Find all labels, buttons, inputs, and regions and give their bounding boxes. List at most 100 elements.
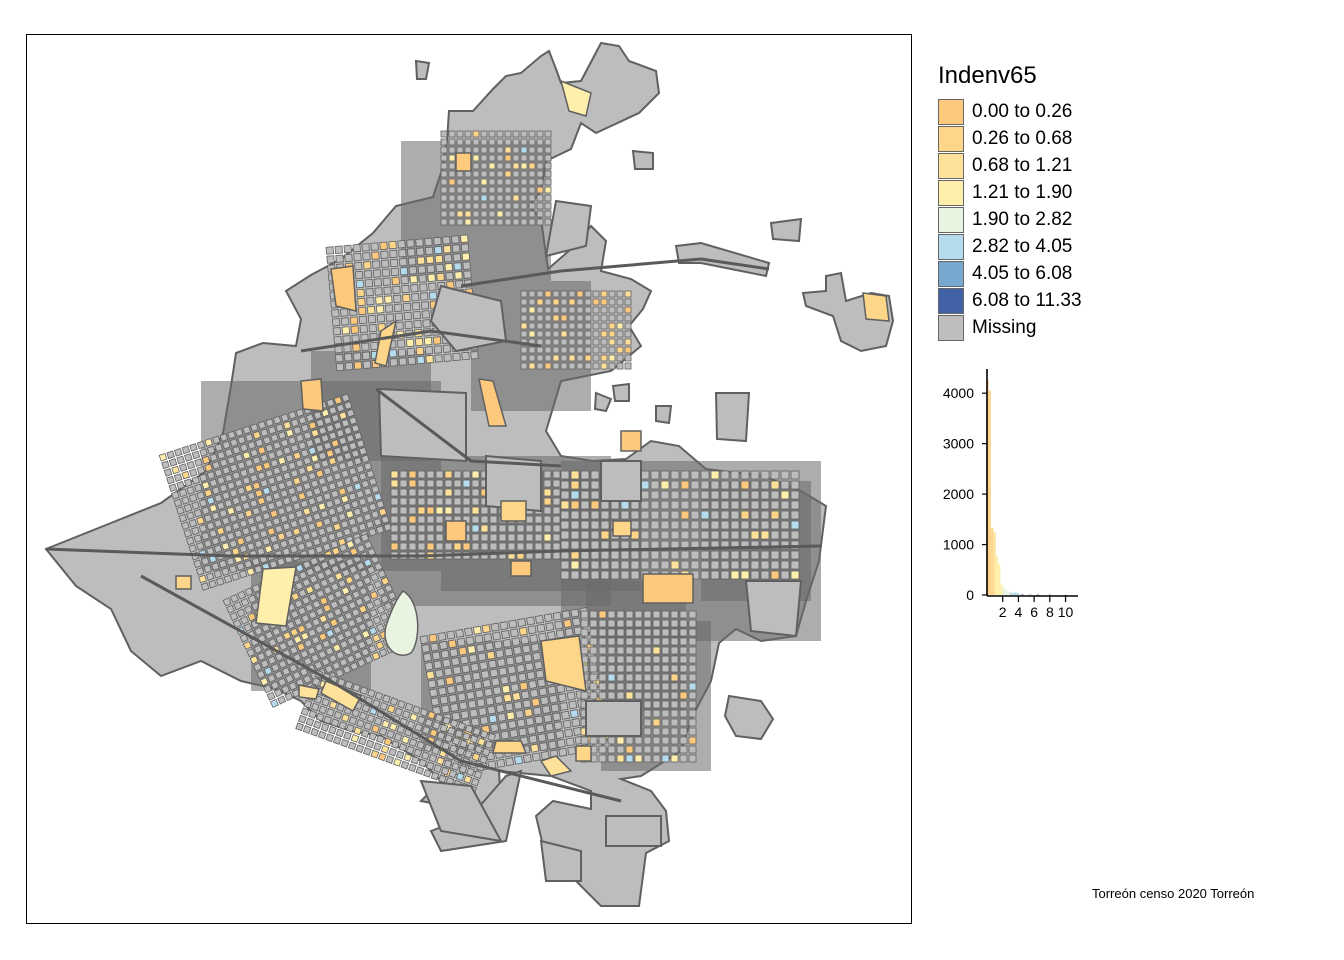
- census-block: [670, 560, 680, 570]
- census-block: [580, 530, 590, 540]
- census-block: [568, 362, 576, 370]
- census-block: [353, 482, 362, 491]
- census-block: [496, 186, 504, 194]
- census-block: [448, 146, 456, 154]
- census-block: [216, 501, 226, 511]
- histogram-bar: [1036, 594, 1040, 596]
- census-block: [520, 186, 528, 194]
- census-block: [445, 676, 455, 686]
- census-block: [790, 530, 800, 540]
- census-block: [335, 530, 344, 539]
- census-block: [310, 504, 319, 514]
- census-block: [528, 330, 536, 338]
- census-block: [363, 462, 373, 471]
- census-block: [576, 354, 584, 362]
- census-block: [504, 202, 512, 210]
- census-block: [333, 446, 342, 456]
- census-block: [392, 757, 402, 767]
- census-block: [373, 716, 383, 726]
- census-block: [411, 293, 420, 302]
- census-block: [334, 245, 344, 254]
- census-block: [331, 546, 341, 556]
- census-block: [292, 670, 302, 680]
- census-block: [507, 524, 516, 533]
- census-block: [326, 610, 336, 620]
- census-block: [560, 290, 568, 298]
- census-block: [198, 498, 208, 508]
- census-block: [433, 345, 443, 354]
- census-block: [590, 560, 600, 570]
- census-block: [430, 642, 440, 652]
- census-block: [580, 736, 589, 745]
- census-block: [361, 629, 371, 639]
- census-block: [275, 634, 285, 644]
- census-block: [211, 511, 221, 521]
- census-block: [630, 520, 640, 530]
- census-block: [464, 202, 472, 210]
- census-block: [361, 611, 371, 621]
- census-block: [361, 243, 370, 252]
- census-block: [790, 570, 800, 580]
- census-block: [370, 510, 380, 519]
- census-block: [448, 194, 456, 202]
- census-block: [580, 480, 590, 490]
- census-block: [679, 646, 688, 655]
- block-grid: [440, 130, 552, 226]
- census-block: [315, 469, 325, 478]
- census-block: [365, 520, 375, 529]
- census-block: [580, 619, 589, 628]
- census-block: [532, 651, 542, 661]
- census-block: [625, 637, 634, 646]
- census-block: [730, 480, 740, 490]
- census-block: [413, 748, 423, 758]
- census-block: [607, 646, 616, 655]
- census-block: [196, 541, 205, 551]
- census-tract: [585, 700, 642, 737]
- census-block: [480, 210, 488, 218]
- census-block: [512, 178, 520, 186]
- census-block: [528, 218, 536, 226]
- census-block: [206, 496, 216, 505]
- census-block: [488, 154, 496, 162]
- census-block: [509, 628, 519, 638]
- census-block: [462, 479, 471, 488]
- census-block: [544, 194, 552, 202]
- census-block: [464, 130, 472, 138]
- census-block: [267, 501, 276, 511]
- census-block: [598, 637, 607, 646]
- census-block: [307, 628, 317, 638]
- census-block: [564, 728, 574, 738]
- census-block: [293, 617, 303, 627]
- census-block: [560, 480, 570, 490]
- census-block: [268, 637, 278, 648]
- census-block: [730, 470, 740, 480]
- census-block: [584, 362, 592, 370]
- census-block: [183, 478, 193, 488]
- census-block: [435, 470, 444, 479]
- outlying-district: [655, 405, 673, 425]
- census-block: [367, 314, 377, 324]
- census-block: [384, 304, 394, 313]
- census-block: [254, 565, 263, 574]
- census-block: [457, 692, 467, 702]
- census-block: [326, 593, 336, 603]
- census-block: [552, 524, 561, 533]
- map-caption: Torreón censo 2020 Torreón: [1092, 886, 1255, 901]
- census-block: [349, 661, 359, 671]
- census-block: [232, 445, 241, 455]
- histogram-bar: [990, 527, 994, 595]
- census-block: [652, 682, 661, 691]
- census-block: [464, 138, 472, 146]
- census-block: [193, 534, 203, 543]
- census-block: [720, 570, 730, 580]
- census-block: [362, 747, 372, 756]
- census-block: [346, 434, 355, 443]
- census-tract: [620, 430, 642, 452]
- census-block: [417, 488, 426, 497]
- census-block: [266, 527, 276, 536]
- census-block: [610, 500, 620, 510]
- census-block: [415, 346, 425, 356]
- census-block: [546, 630, 556, 641]
- census-block: [439, 723, 449, 733]
- census-block: [360, 533, 370, 543]
